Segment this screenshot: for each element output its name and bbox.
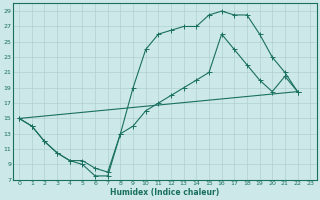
X-axis label: Humidex (Indice chaleur): Humidex (Indice chaleur) [110, 188, 219, 197]
